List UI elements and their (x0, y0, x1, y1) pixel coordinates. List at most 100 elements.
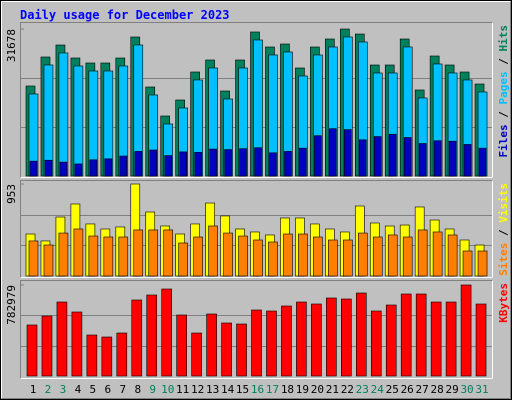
legend: Files / Pages / Hits (497, 25, 510, 158)
legend-entry: Visits (497, 183, 510, 223)
bar (118, 236, 129, 277)
bar (221, 322, 232, 377)
x-tick-label: 30 (460, 383, 473, 396)
x-tick-label: 29 (445, 383, 458, 396)
bar (478, 147, 487, 177)
bar (176, 314, 187, 377)
y-tick-label: 953 (5, 184, 18, 204)
bar (26, 324, 38, 377)
bar (370, 310, 382, 377)
bar (164, 155, 173, 177)
bar (133, 229, 144, 277)
bar (146, 294, 158, 377)
bar (448, 140, 457, 177)
bar (328, 239, 338, 277)
bar (341, 298, 352, 377)
bar (314, 135, 322, 177)
x-tick-label: 8 (134, 383, 141, 396)
bar (432, 231, 443, 277)
bar (178, 242, 188, 277)
x-tick-label: 12 (191, 383, 204, 396)
bar (253, 239, 263, 277)
bar (194, 152, 202, 177)
bar (385, 304, 397, 377)
bar (58, 232, 69, 277)
bar (281, 305, 292, 377)
x-tick-label: 6 (105, 383, 112, 396)
bar (44, 159, 53, 177)
y-tick-label: 782979 (5, 285, 18, 325)
bar (56, 301, 68, 377)
legend-separator: / (497, 52, 510, 72)
bar (445, 301, 457, 377)
bar (415, 293, 427, 377)
x-tick-label: 24 (371, 383, 385, 396)
bar (403, 137, 412, 177)
bar (254, 147, 262, 177)
legend-entry: Pages (497, 71, 510, 104)
bar (296, 301, 307, 377)
bar (326, 297, 337, 377)
x-tick-label: 16 (251, 383, 264, 396)
bar (119, 155, 128, 177)
x-tick-label: 18 (281, 383, 294, 396)
bar (400, 293, 412, 377)
legend-entry: Sites (497, 243, 510, 276)
bar (131, 299, 143, 377)
bar (475, 303, 487, 377)
x-tick-label: 31 (475, 383, 488, 396)
bar (462, 250, 473, 277)
bar (463, 144, 472, 177)
x-tick-label: 10 (161, 383, 174, 396)
bar (239, 148, 247, 177)
bar (418, 143, 427, 177)
bar (163, 229, 174, 277)
bar (387, 234, 398, 277)
bar (430, 301, 442, 377)
bar (329, 128, 337, 177)
bar (103, 236, 114, 277)
bar (417, 229, 428, 277)
bar (266, 310, 277, 377)
bar (283, 233, 293, 277)
x-tick-label: 23 (356, 383, 369, 396)
legend-entry: KBytes (497, 283, 510, 323)
bar (134, 151, 143, 177)
bar (433, 140, 442, 177)
bar (193, 236, 203, 277)
x-tick-label: 14 (221, 383, 235, 396)
bar (73, 228, 84, 277)
x-tick-label: 11 (176, 383, 189, 396)
y-tick-label: 31678 (5, 29, 18, 62)
bar (402, 236, 413, 277)
bar (41, 315, 53, 377)
legend-separator: / (497, 223, 510, 243)
legend: KBytes (497, 283, 510, 323)
bar (477, 250, 488, 277)
x-tick-label: 5 (90, 383, 97, 396)
bar (284, 151, 292, 177)
bar (43, 64, 54, 177)
chart-title: Daily usage for December 2023 (20, 8, 230, 22)
bar (224, 149, 232, 177)
bar (447, 234, 458, 277)
bar (313, 236, 323, 277)
bar (58, 52, 69, 177)
bar (191, 332, 202, 377)
bar (86, 334, 98, 377)
bar (89, 159, 98, 177)
x-tick-label: 13 (206, 383, 219, 396)
bar (28, 240, 39, 277)
bar (388, 133, 397, 177)
bar (311, 303, 322, 377)
bar (460, 284, 472, 377)
bar (358, 139, 367, 177)
bar (206, 313, 217, 377)
x-tick-label: 22 (341, 383, 354, 396)
bar (104, 158, 113, 177)
bar (101, 336, 113, 377)
bar (116, 332, 128, 377)
x-tick-label: 26 (401, 383, 414, 396)
legend-entry: Files (497, 124, 510, 157)
